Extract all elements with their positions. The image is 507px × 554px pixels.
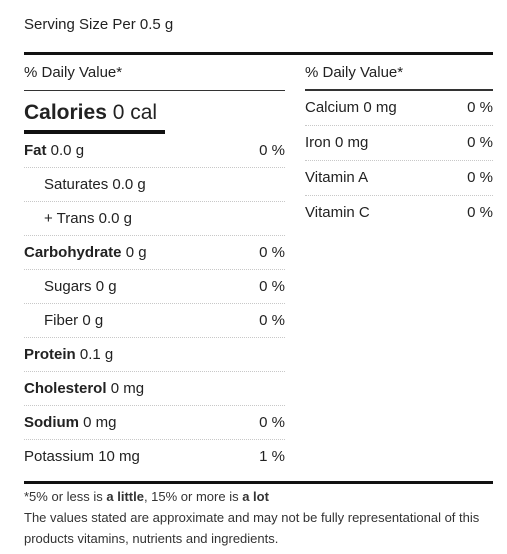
nutrient-row-potassium: Potassium 10 mg 1 % [24,440,285,474]
nutrient-value: 0.0 g [112,176,146,193]
nutrient-label: Sodium [24,414,79,431]
nutrient-pct: 0 % [259,244,285,261]
footnote-disclaimer: The values stated are approximate and ma… [24,510,480,546]
nutrient-pct: 0 % [259,142,285,159]
nutrient-value: 0 mg [110,380,145,397]
vitamin-label: Iron [305,134,331,151]
nutrient-row-trans: + Trans 0.0 g [24,202,285,236]
calories-underline [24,130,165,134]
nutrient-row-fiber: Fiber 0 g 0 % [24,304,285,338]
bottom-divider [24,481,493,484]
left-column: % Daily Value* Calories 0 cal Fat 0.0 g … [24,55,285,474]
nutrient-value: 0.0 g [50,142,85,159]
vitamin-pct: 0 % [467,169,493,186]
vitamin-row-calcium: Calcium 0 mg 0 % [305,91,493,126]
nutrient-label: Saturates [44,176,109,193]
vitamin-row-iron: Iron 0 mg 0 % [305,126,493,161]
vitamin-pct: 0 % [467,134,493,151]
nutrient-label: Protein [24,346,76,363]
nutrient-value: 0 g [95,278,117,295]
nutrient-label: Potassium [24,448,95,465]
daily-value-header: % Daily Value* [305,55,493,91]
nutrient-value: 0 g [125,244,147,261]
nutrient-value: 0.1 g [79,346,114,363]
vitamin-row-vitamin-a: Vitamin A 0 % [305,161,493,196]
vitamin-pct: 0 % [467,204,493,221]
nutrient-pct: 0 % [259,278,285,295]
vitamin-pct: 0 % [467,99,493,116]
nutrient-row-sodium: Sodium 0 mg 0 % [24,406,285,440]
nutrient-value: 0 g [82,312,104,329]
nutrient-pct: 0 % [259,312,285,329]
vitamin-label: Vitamin A [305,169,369,186]
daily-value-header: % Daily Value* [24,55,285,91]
nutrient-value: 0 mg [83,414,117,431]
nutrient-label: Fat [24,142,47,159]
nutrient-pct: 1 % [259,448,285,465]
nutrient-row-carbohydrate: Carbohydrate 0 g 0 % [24,236,285,270]
calories-text: Calories 0 cal [24,101,157,125]
nutrient-row-saturates: Saturates 0.0 g [24,168,285,202]
top-divider [24,52,493,55]
vitamin-value: 0 mg [335,134,369,151]
vitamin-label: Vitamin C [305,204,370,221]
vitamin-label: Calcium [305,99,360,116]
nutrient-row-protein: Protein 0.1 g [24,338,285,372]
nutrient-label: + Trans [44,210,95,227]
calories-label: Calories [24,101,107,124]
calories-row: Calories 0 cal [24,91,285,134]
nutrient-label: Fiber [44,312,79,329]
nutrient-row-fat: Fat 0.0 g 0 % [24,134,285,168]
vitamin-row-vitamin-c: Vitamin C 0 % [305,196,493,230]
nutrient-row-sugars: Sugars 0 g 0 % [24,270,285,304]
right-column: % Daily Value* Calcium 0 mg 0 % Iron 0 m… [305,55,493,230]
nutrient-value: 0.0 g [98,210,132,227]
serving-size: Serving Size Per 0.5 g [24,16,174,33]
nutrient-label: Cholesterol [24,380,107,397]
footnote-daily-value: *5% or less is a little, 15% or more is … [24,489,269,504]
nutrient-label: Sugars [44,278,92,295]
nutrient-pct: 0 % [259,414,285,431]
footnote: *5% or less is a little, 15% or more is … [24,486,493,549]
nutrient-value: 10 mg [98,448,140,465]
nutrient-label: Carbohydrate [24,244,122,261]
nutrient-row-cholesterol: Cholesterol 0 mg [24,372,285,406]
vitamin-value: 0 mg [363,99,397,116]
calories-value: 0 cal [112,101,158,124]
